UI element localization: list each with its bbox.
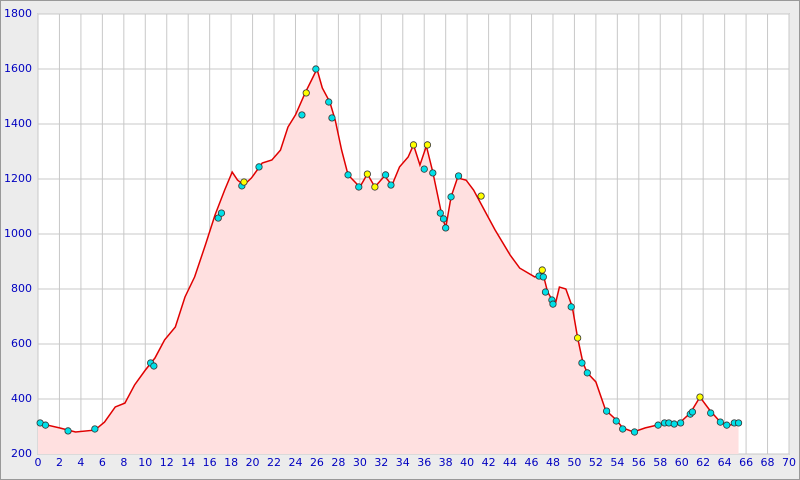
waypoint: [442, 224, 450, 232]
waypoint: [541, 288, 550, 296]
waypoint: [539, 273, 547, 281]
x-tick-label: 6: [99, 456, 106, 469]
x-tick-label: 48: [546, 456, 560, 469]
y-tick-label: 400: [11, 392, 32, 405]
x-tick-label: 30: [353, 456, 367, 469]
y-tick-label: 600: [11, 337, 32, 350]
waypoint: [325, 98, 333, 106]
waypoint: [477, 192, 485, 200]
x-tick-label: 0: [35, 456, 42, 469]
x-tick-label: 70: [782, 456, 796, 469]
waypoint: [214, 214, 222, 222]
waypoint: [677, 419, 685, 427]
waypoint: [355, 183, 363, 191]
x-tick-label: 26: [310, 456, 324, 469]
waypoint: [578, 359, 586, 367]
y-tick-label: 1200: [4, 172, 32, 185]
waypoint: [240, 178, 248, 186]
waypoint: [696, 393, 704, 401]
x-tick-label: 60: [675, 456, 689, 469]
waypoint: [670, 420, 678, 428]
waypoint: [654, 421, 662, 429]
waypoint: [707, 409, 715, 417]
waypoint: [387, 181, 395, 189]
x-tick-label: 40: [460, 456, 474, 469]
waypoint: [371, 183, 379, 191]
waypoint: [630, 428, 639, 436]
x-tick-label: 50: [567, 456, 581, 469]
x-tick-label: 62: [696, 456, 710, 469]
waypoint: [567, 303, 575, 311]
waypoint: [688, 408, 697, 416]
waypoint: [619, 425, 627, 433]
waypoint: [538, 266, 546, 274]
x-tick-label: 44: [503, 456, 517, 469]
x-tick-label: 28: [331, 456, 345, 469]
y-tick-label: 1000: [4, 227, 32, 240]
waypoint: [429, 169, 437, 177]
waypoint: [734, 419, 743, 427]
x-tick-label: 20: [246, 456, 260, 469]
waypoint: [583, 369, 591, 377]
waypoint: [423, 141, 432, 149]
waypoint: [574, 334, 582, 342]
waypoint: [409, 141, 418, 149]
x-tick-label: 68: [761, 456, 775, 469]
waypoint: [41, 421, 50, 429]
x-tick-label: 18: [224, 456, 238, 469]
waypoint: [150, 362, 158, 370]
x-tick-label: 12: [160, 456, 174, 469]
waypoint: [723, 421, 731, 429]
waypoint: [217, 209, 226, 217]
waypoint: [436, 209, 444, 217]
waypoint: [91, 425, 99, 433]
x-tick-label: 14: [181, 456, 195, 469]
x-tick-label: 54: [610, 456, 624, 469]
x-tick-label: 52: [589, 456, 603, 469]
x-tick-label: 16: [203, 456, 217, 469]
waypoint: [716, 418, 724, 426]
x-tick-label: 64: [718, 456, 732, 469]
x-tick-label: 2: [56, 456, 63, 469]
waypoint: [328, 114, 336, 122]
x-tick-label: 38: [439, 456, 453, 469]
x-tick-label: 66: [739, 456, 753, 469]
x-tick-label: 34: [396, 456, 410, 469]
waypoint: [363, 170, 371, 178]
x-tick-label: 24: [288, 456, 302, 469]
y-tick-label: 800: [11, 282, 32, 295]
waypoint: [298, 111, 306, 119]
y-tick-label: 1800: [4, 7, 32, 20]
waypoint: [255, 163, 263, 171]
x-tick-label: 10: [138, 456, 152, 469]
waypoint: [549, 300, 557, 308]
y-tick-label: 1600: [4, 62, 32, 75]
waypoint: [302, 89, 310, 97]
waypoint: [420, 165, 428, 173]
x-tick-label: 58: [653, 456, 667, 469]
waypoint: [447, 193, 455, 201]
x-tick-label: 32: [374, 456, 388, 469]
waypoint: [439, 215, 448, 223]
x-tick-label: 36: [417, 456, 431, 469]
x-tick-label: 56: [632, 456, 646, 469]
area: [38, 69, 739, 454]
waypoint: [603, 407, 611, 415]
y-tick-label: 1400: [4, 117, 32, 130]
y-tick-label: 200: [11, 447, 32, 460]
waypoint: [64, 427, 72, 435]
waypoint: [344, 171, 352, 179]
x-tick-label: 4: [77, 456, 84, 469]
waypoint: [312, 65, 320, 73]
x-tick-label: 46: [525, 456, 539, 469]
x-tick-label: 42: [482, 456, 496, 469]
waypoint: [382, 171, 390, 179]
waypoint: [612, 417, 620, 425]
waypoint: [454, 172, 463, 180]
x-tick-label: 8: [120, 456, 127, 469]
elevation-line: [37, 66, 739, 433]
x-tick-label: 22: [267, 456, 281, 469]
